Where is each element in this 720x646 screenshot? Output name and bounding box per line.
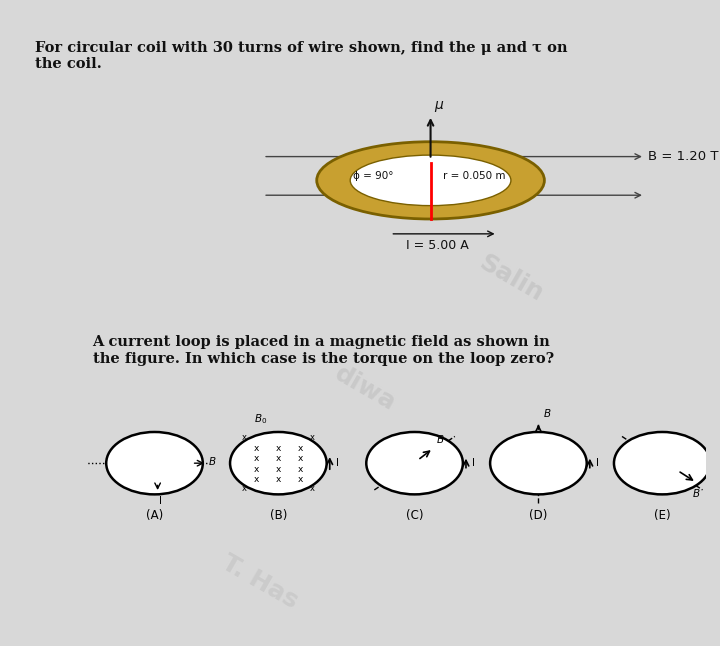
- Ellipse shape: [366, 432, 463, 494]
- Text: x: x: [276, 454, 281, 463]
- Text: x: x: [310, 484, 315, 493]
- Text: diwa: diwa: [330, 362, 400, 416]
- Text: A current loop is placed in a magnetic field as shown in
the figure. In which ca: A current loop is placed in a magnetic f…: [93, 335, 554, 366]
- Ellipse shape: [350, 155, 511, 205]
- Text: x: x: [297, 444, 302, 453]
- Text: B: B: [544, 409, 551, 419]
- Ellipse shape: [107, 432, 203, 494]
- Text: x: x: [242, 433, 247, 443]
- Text: I: I: [472, 458, 475, 468]
- Text: x: x: [310, 433, 315, 443]
- Text: x: x: [297, 464, 302, 474]
- Text: $B_0$: $B_0$: [253, 412, 267, 426]
- Text: B: B: [436, 435, 444, 445]
- Text: (E): (E): [654, 509, 670, 522]
- Text: ϕ = 90°: ϕ = 90°: [354, 171, 394, 181]
- Ellipse shape: [614, 432, 711, 494]
- Text: $B$: $B$: [692, 487, 701, 499]
- Text: I: I: [336, 458, 339, 468]
- Text: I = 5.00 A: I = 5.00 A: [406, 239, 469, 252]
- Text: I: I: [159, 496, 162, 506]
- Text: B = 1.20 T: B = 1.20 T: [648, 150, 719, 163]
- Text: x: x: [276, 475, 281, 484]
- Text: x: x: [276, 464, 281, 474]
- Text: x: x: [297, 475, 302, 484]
- Text: (A): (A): [146, 509, 163, 522]
- Ellipse shape: [317, 141, 544, 219]
- Text: x: x: [276, 444, 281, 453]
- Text: Salin: Salin: [474, 251, 547, 306]
- Text: x: x: [254, 454, 259, 463]
- Text: T. Has: T. Has: [217, 550, 302, 614]
- Text: B: B: [209, 457, 216, 466]
- Text: (D): (D): [529, 509, 548, 522]
- Text: μ: μ: [434, 98, 443, 112]
- Text: x: x: [254, 475, 259, 484]
- Text: x: x: [254, 444, 259, 453]
- Text: I: I: [596, 458, 599, 468]
- Ellipse shape: [490, 432, 587, 494]
- Text: x: x: [297, 454, 302, 463]
- Text: r = 0.050 m: r = 0.050 m: [443, 171, 505, 181]
- Text: x: x: [242, 484, 247, 493]
- Ellipse shape: [230, 432, 327, 494]
- Text: (B): (B): [270, 509, 287, 522]
- Text: (C): (C): [406, 509, 423, 522]
- Text: For circular coil with 30 turns of wire shown, find the μ and τ on
the coil.: For circular coil with 30 turns of wire …: [35, 41, 568, 71]
- Text: x: x: [254, 464, 259, 474]
